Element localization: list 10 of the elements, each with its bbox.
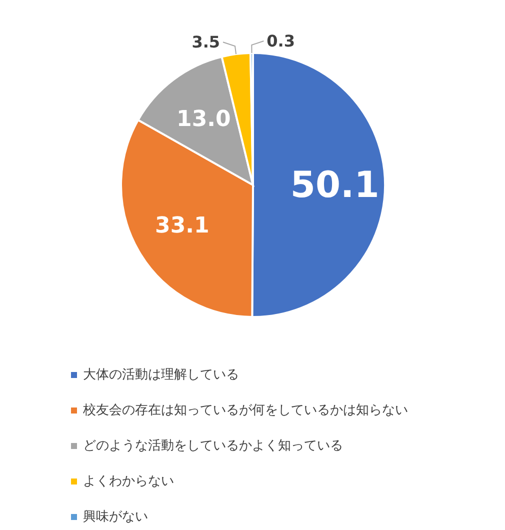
data-label: 33.1 <box>155 213 210 238</box>
legend-label: 大体の活動は理解している <box>83 368 239 382</box>
data-label: 3.5 <box>192 32 220 52</box>
legend-label: よくわからない <box>83 474 174 489</box>
legend-label: 興味がない <box>83 510 148 524</box>
legend-label: どのような活動をしているかよく知っている <box>83 438 343 454</box>
data-label: 0.3 <box>266 32 296 51</box>
legend-label: 校友会の存在は知っているが何をしているかは知らない <box>82 403 408 418</box>
data-label: 50.1 <box>290 164 380 206</box>
data-label: 13.0 <box>176 107 231 132</box>
